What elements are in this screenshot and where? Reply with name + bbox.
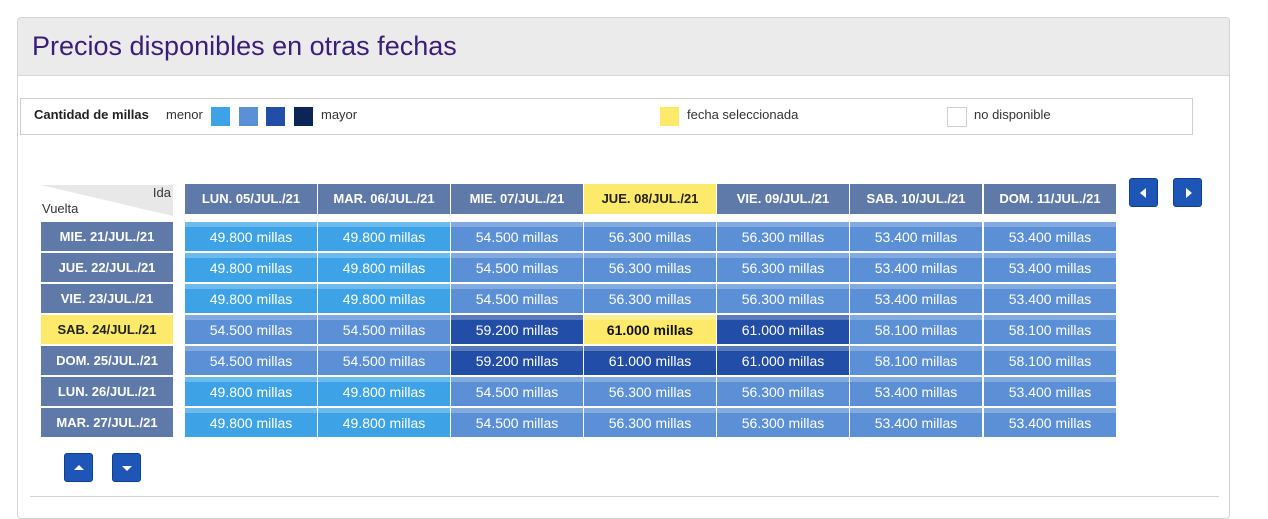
corner-ida-label: Ida: [152, 185, 171, 200]
legend-selected-label: fecha seleccionada: [687, 107, 799, 122]
column-header-departure: MAR. 06/JUL./21: [318, 184, 450, 214]
price-cell[interactable]: 56.300 millas: [584, 253, 716, 282]
prev-dates-button[interactable]: [1129, 178, 1158, 207]
arrow-right-icon: [1186, 188, 1192, 198]
price-cell[interactable]: 49.800 millas: [185, 408, 317, 437]
price-cell[interactable]: 61.000 millas: [584, 315, 716, 344]
price-cell[interactable]: 49.800 millas: [318, 284, 450, 313]
price-cell[interactable]: 56.300 millas: [584, 377, 716, 406]
row-header-return: JUE. 22/JUL./21: [41, 253, 173, 282]
corner-vuelta-label: Vuelta: [42, 201, 79, 216]
price-cell[interactable]: 53.400 millas: [984, 408, 1116, 437]
price-cell[interactable]: 58.100 millas: [984, 315, 1116, 344]
arrow-left-icon: [1140, 188, 1146, 198]
row-header-return: MAR. 27/JUL./21: [41, 408, 173, 437]
price-cell[interactable]: 53.400 millas: [850, 253, 982, 282]
price-cell[interactable]: 53.400 millas: [850, 408, 982, 437]
legend-label: Cantidad de millas: [34, 107, 149, 122]
legend-selected-swatch: [660, 107, 679, 126]
price-cell[interactable]: 56.300 millas: [717, 408, 849, 437]
arrow-down-icon: [122, 466, 132, 471]
legend-swatch-1: [211, 107, 230, 126]
price-cell[interactable]: 53.400 millas: [984, 222, 1116, 251]
legend: Cantidad de millas menor mayor fecha sel…: [20, 98, 1193, 135]
arrow-up-icon: [74, 465, 84, 470]
price-cell[interactable]: 59.200 millas: [451, 315, 583, 344]
price-cell[interactable]: 53.400 millas: [850, 284, 982, 313]
price-cell[interactable]: 54.500 millas: [451, 253, 583, 282]
price-cell[interactable]: 49.800 millas: [318, 408, 450, 437]
price-cell[interactable]: 56.300 millas: [717, 222, 849, 251]
price-cell[interactable]: 61.000 millas: [717, 315, 849, 344]
column-header-departure: LUN. 05/JUL./21: [185, 184, 317, 214]
price-cell[interactable]: 61.000 millas: [717, 346, 849, 375]
price-cell[interactable]: 56.300 millas: [584, 284, 716, 313]
price-cell[interactable]: 54.500 millas: [451, 222, 583, 251]
price-cell[interactable]: 56.300 millas: [584, 408, 716, 437]
price-cell[interactable]: 56.300 millas: [717, 284, 849, 313]
price-cell[interactable]: 59.200 millas: [451, 346, 583, 375]
price-cell[interactable]: 54.500 millas: [451, 284, 583, 313]
price-cell[interactable]: 54.500 millas: [318, 315, 450, 344]
price-cell[interactable]: 54.500 millas: [185, 346, 317, 375]
next-dates-button[interactable]: [1173, 178, 1202, 207]
price-cell[interactable]: 49.800 millas: [185, 284, 317, 313]
corner-diagonal: [41, 185, 173, 216]
price-cell[interactable]: 56.300 millas: [584, 222, 716, 251]
price-cell[interactable]: 56.300 millas: [717, 377, 849, 406]
legend-unavailable-label: no disponible: [974, 107, 1051, 122]
legend-unavailable-swatch: [947, 107, 967, 127]
price-cell[interactable]: 49.800 millas: [185, 377, 317, 406]
legend-max-label: mayor: [321, 107, 358, 122]
price-cell[interactable]: 54.500 millas: [451, 377, 583, 406]
row-header-return: MIE. 21/JUL./21: [41, 222, 173, 251]
grid-corner: Ida Vuelta: [41, 185, 173, 216]
price-cell[interactable]: 49.800 millas: [318, 222, 450, 251]
price-cell[interactable]: 61.000 millas: [584, 346, 716, 375]
row-header-return: DOM. 25/JUL./21: [41, 346, 173, 375]
legend-swatch-4: [294, 107, 313, 126]
divider: [30, 496, 1219, 497]
column-header-departure: SAB. 10/JUL./21: [850, 184, 982, 214]
price-cell[interactable]: 53.400 millas: [984, 253, 1116, 282]
price-cell[interactable]: 54.500 millas: [185, 315, 317, 344]
row-header-return: VIE. 23/JUL./21: [41, 284, 173, 313]
panel-header: Precios disponibles en otras fechas: [18, 18, 1229, 76]
price-cell[interactable]: 49.800 millas: [185, 222, 317, 251]
price-cell[interactable]: 53.400 millas: [850, 222, 982, 251]
column-header-departure: MIE. 07/JUL./21: [451, 184, 583, 214]
price-cell[interactable]: 54.500 millas: [451, 408, 583, 437]
column-header-departure: VIE. 09/JUL./21: [717, 184, 849, 214]
row-header-return: SAB. 24/JUL./21: [41, 315, 173, 344]
price-cell[interactable]: 53.400 millas: [850, 377, 982, 406]
next-return-dates-button[interactable]: [112, 453, 141, 482]
legend-swatch-2: [239, 107, 258, 126]
page-title: Precios disponibles en otras fechas: [32, 31, 457, 61]
price-cell[interactable]: 49.800 millas: [318, 253, 450, 282]
price-cell[interactable]: 56.300 millas: [717, 253, 849, 282]
price-cell[interactable]: 54.500 millas: [318, 346, 450, 375]
prev-return-dates-button[interactable]: [64, 453, 93, 482]
price-cell[interactable]: 58.100 millas: [850, 315, 982, 344]
price-cell[interactable]: 53.400 millas: [984, 284, 1116, 313]
legend-swatch-3: [266, 107, 285, 126]
price-cell[interactable]: 58.100 millas: [850, 346, 982, 375]
column-header-departure: JUE. 08/JUL./21: [584, 184, 716, 214]
row-header-return: LUN. 26/JUL./21: [41, 377, 173, 406]
column-header-departure: DOM. 11/JUL./21: [984, 184, 1116, 214]
price-cell[interactable]: 49.800 millas: [185, 253, 317, 282]
legend-min-label: menor: [166, 107, 203, 122]
price-cell[interactable]: 49.800 millas: [318, 377, 450, 406]
price-cell[interactable]: 53.400 millas: [984, 377, 1116, 406]
price-cell[interactable]: 58.100 millas: [984, 346, 1116, 375]
